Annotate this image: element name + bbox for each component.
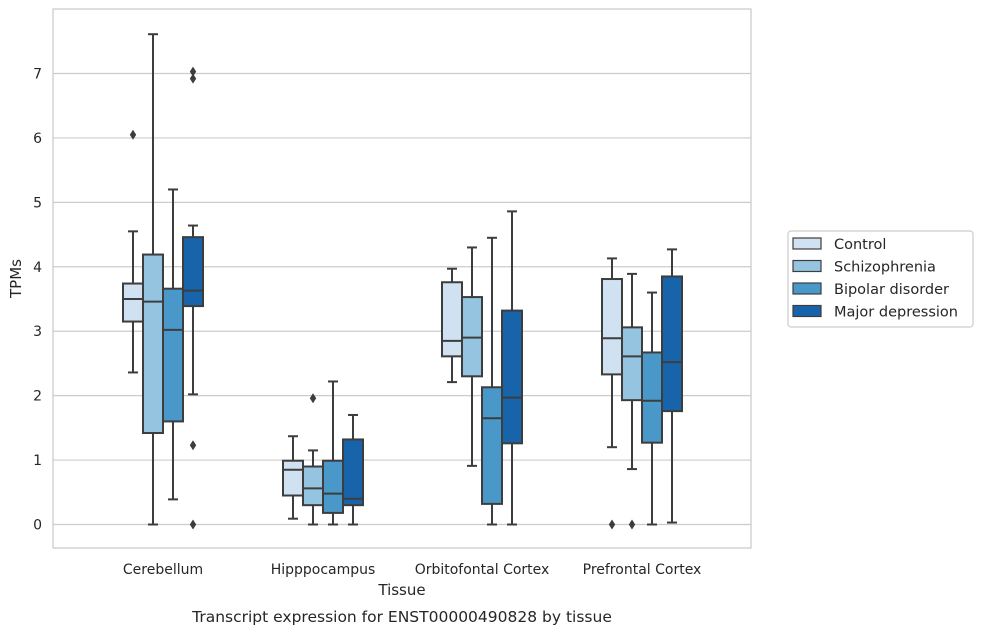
outlier-point — [189, 66, 197, 77]
box-control-3 — [601, 257, 623, 530]
box-bipolar-disorder-3 — [641, 291, 663, 526]
box-control-2 — [441, 267, 463, 384]
y-axis-label: TPMs — [7, 259, 25, 299]
plot-area-frame — [52, 8, 752, 549]
box-major-depression-2 — [501, 210, 523, 526]
y-tick-label: 6 — [33, 131, 42, 147]
legend-label: Bipolar disorder — [834, 282, 949, 298]
iqr-box — [641, 351, 663, 444]
y-axis-ticks: 0 1 2 3 4 5 6 7 — [33, 67, 42, 534]
x-tick-label: Hipppocampus — [271, 562, 376, 578]
legend-item: Bipolar disorder — [792, 282, 949, 298]
box-schizophrenia-0 — [142, 33, 164, 526]
legend-item: Schizophrenia — [792, 259, 936, 276]
legend-label: Control — [834, 237, 886, 253]
legend-swatch — [792, 259, 822, 273]
box-schizophrenia-1 — [302, 393, 324, 526]
legend-swatch — [792, 237, 822, 250]
legend-label: Major depression — [834, 305, 958, 321]
y-tick-label: 5 — [33, 195, 42, 211]
x-tick-label: Cerebellum — [123, 562, 203, 578]
figure-caption: Transcript expression for ENST0000049082… — [191, 608, 612, 626]
y-tick-label: 4 — [33, 260, 42, 276]
iqr-box — [481, 386, 503, 505]
iqr-box — [621, 326, 643, 402]
iqr-box — [322, 459, 344, 514]
outlier-point — [309, 393, 317, 404]
outlier-point — [608, 519, 616, 530]
box-schizophrenia-3 — [621, 272, 643, 530]
box-control-0 — [122, 129, 144, 374]
y-tick-label: 2 — [33, 389, 42, 405]
legend-label: Schizophrenia — [834, 260, 936, 276]
legend-frame — [787, 230, 974, 328]
iqr-box — [182, 236, 204, 308]
iqr-box — [122, 282, 144, 323]
box-major-depression-0 — [182, 66, 204, 530]
legend: Control Schizophrenia Bipolar disorder Majo… — [787, 230, 974, 328]
iqr-box — [162, 287, 184, 423]
outlier-point — [189, 519, 197, 530]
legend-item: Control — [792, 237, 886, 253]
iqr-box — [302, 465, 324, 507]
box-plot-marks — [122, 33, 683, 530]
box-major-depression-1 — [342, 413, 364, 526]
iqr-box — [282, 459, 304, 497]
iqr-box — [501, 309, 523, 445]
y-tick-label: 1 — [33, 453, 42, 469]
box-major-depression-3 — [661, 248, 683, 524]
legend-swatch — [792, 282, 822, 295]
iqr-box — [661, 275, 683, 413]
outlier-point — [189, 440, 197, 451]
y-tick-label: 3 — [33, 324, 42, 340]
y-tick-label: 0 — [33, 518, 42, 534]
iqr-box — [142, 253, 164, 435]
x-axis-label: Tissue — [377, 581, 425, 599]
x-tick-label: Orbitofontal Cortex — [415, 562, 550, 578]
x-axis-ticks: Cerebellum Hipppocampus Orbitofontal Corte… — [123, 562, 701, 578]
box-bipolar-disorder-0 — [162, 188, 184, 501]
legend-item: Major depression — [792, 304, 958, 321]
box-bipolar-disorder-2 — [481, 236, 503, 526]
legend-swatch — [792, 304, 822, 318]
outlier-point — [628, 519, 636, 530]
iqr-box — [441, 281, 463, 358]
iqr-box — [342, 438, 364, 507]
x-tick-label: Prefrontal Cortex — [583, 562, 702, 578]
box-schizophrenia-2 — [461, 246, 483, 467]
outlier-point — [189, 73, 197, 84]
iqr-box — [601, 278, 623, 376]
box-control-1 — [282, 435, 304, 520]
y-tick-label: 7 — [33, 67, 42, 83]
box-bipolar-disorder-1 — [322, 380, 344, 526]
outlier-point — [129, 129, 137, 140]
